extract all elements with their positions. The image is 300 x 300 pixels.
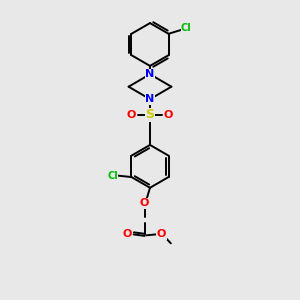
Text: Cl: Cl bbox=[181, 23, 192, 33]
Text: Cl: Cl bbox=[107, 171, 118, 181]
Text: S: S bbox=[146, 108, 154, 121]
Text: O: O bbox=[164, 110, 173, 120]
Text: N: N bbox=[146, 69, 154, 79]
Text: O: O bbox=[127, 110, 136, 120]
Text: O: O bbox=[140, 198, 149, 208]
Text: N: N bbox=[146, 94, 154, 104]
Text: O: O bbox=[122, 230, 132, 239]
Text: O: O bbox=[157, 230, 166, 239]
